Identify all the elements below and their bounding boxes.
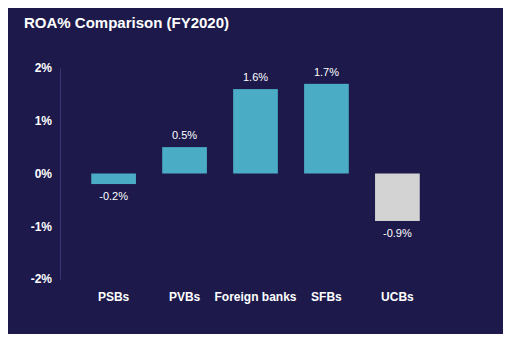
y-tick-label: 1% bbox=[35, 114, 53, 128]
x-tick: PSBs bbox=[98, 279, 130, 304]
x-tick: Foreign banks bbox=[214, 279, 296, 304]
y-axis-line bbox=[60, 69, 61, 280]
y-tick: -2% bbox=[31, 272, 60, 286]
x-tick-label: SFBs bbox=[311, 290, 342, 304]
x-axis: PSBs PVBs Foreign banks SFBs UCBs bbox=[98, 279, 414, 304]
bar bbox=[91, 174, 136, 185]
bars bbox=[91, 84, 419, 221]
data-label: 0.5% bbox=[172, 129, 197, 141]
x-tick-label: UCBs bbox=[381, 290, 414, 304]
x-tick: PVBs bbox=[169, 279, 201, 304]
y-tick: 1% bbox=[35, 114, 60, 128]
x-tick: SFBs bbox=[311, 279, 342, 304]
y-tick-label: 0% bbox=[35, 167, 53, 181]
data-label: 1.7% bbox=[314, 66, 339, 78]
y-tick: 0% bbox=[35, 167, 60, 181]
y-tick-label: -1% bbox=[31, 220, 53, 234]
bar bbox=[304, 84, 349, 174]
bar bbox=[233, 89, 278, 173]
x-tick: UCBs bbox=[381, 279, 414, 304]
x-tick-label: PVBs bbox=[169, 290, 201, 304]
y-tick-label: -2% bbox=[31, 272, 53, 286]
y-tick: 2% bbox=[35, 61, 60, 75]
data-label: 1.6% bbox=[243, 71, 268, 83]
bar bbox=[375, 174, 420, 221]
y-tick-label: 2% bbox=[35, 61, 53, 75]
data-label: -0.2% bbox=[99, 190, 128, 202]
x-tick-label: Foreign banks bbox=[214, 290, 296, 304]
title: ROA% Comparison (FY2020) bbox=[24, 14, 229, 31]
background bbox=[8, 8, 503, 334]
y-tick: -1% bbox=[31, 220, 60, 234]
bar bbox=[162, 147, 207, 173]
data-labels: -0.2% 0.5% 1.6% 1.7% -0.9% bbox=[99, 66, 412, 239]
chart: ROA% Comparison (FY2020) -2% -1% 0% 1% 2% -0.2… bbox=[0, 0, 511, 342]
x-tick-label: PSBs bbox=[98, 290, 130, 304]
data-label: -0.9% bbox=[383, 227, 412, 239]
y-axis: -2% -1% 0% 1% 2% bbox=[31, 61, 61, 286]
